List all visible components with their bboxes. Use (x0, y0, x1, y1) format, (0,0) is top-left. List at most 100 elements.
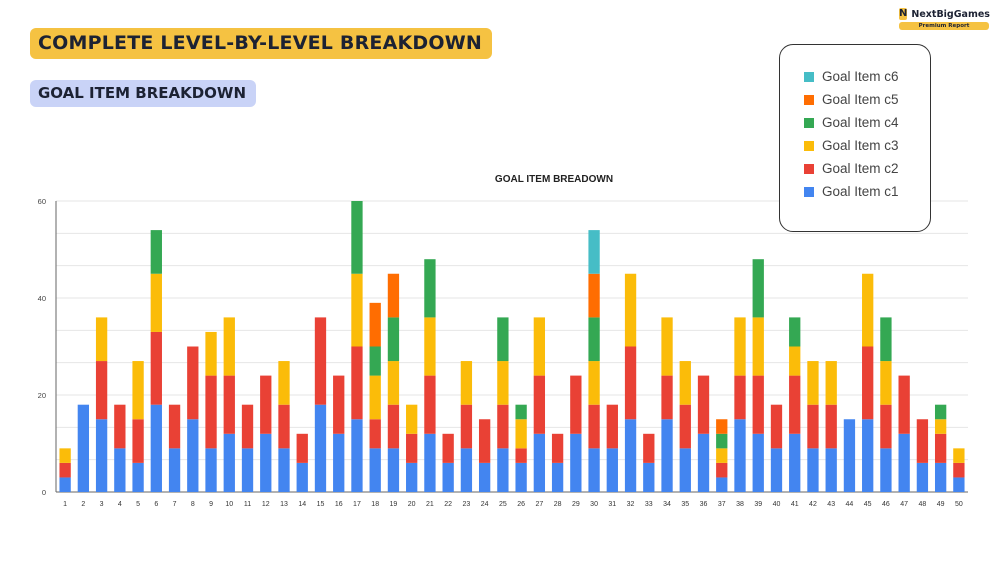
bar-segment-goal-item-c1 (734, 419, 746, 492)
legend-label: Goal Item c3 (822, 138, 899, 153)
bar-segment-goal-item-c4 (880, 317, 892, 362)
x-tick-label: 50 (955, 501, 963, 508)
x-tick-label: 20 (408, 501, 416, 508)
bar-segment-goal-item-c1 (770, 448, 783, 492)
bar-segment-goal-item-c4 (588, 317, 600, 362)
chart-title: GOAL ITEM BREADOWN (495, 174, 613, 185)
bar-segment-goal-item-c2 (187, 346, 199, 420)
bar-segment-goal-item-c2 (205, 375, 217, 449)
bar-segment-goal-item-c2 (241, 404, 254, 449)
x-tick-label: 14 (298, 501, 306, 508)
legend-swatch (804, 186, 814, 197)
bar-segment-goal-item-c2 (168, 404, 181, 449)
bar-segment-goal-item-c3 (807, 361, 819, 405)
bar-segment-goal-item-c3 (934, 419, 947, 434)
bar-segment-goal-item-c4 (934, 404, 947, 420)
bar-segment-goal-item-c3 (789, 346, 801, 376)
bar-segment-goal-item-c1 (369, 448, 381, 492)
bar-segment-goal-item-c3 (679, 361, 691, 405)
bar-segment-goal-item-c1 (241, 448, 254, 492)
bar-segment-goal-item-c2 (132, 419, 144, 463)
y-tick-label: 20 (38, 391, 46, 400)
bar-segment-goal-item-c1 (697, 433, 710, 492)
x-tick-label: 39 (754, 501, 762, 508)
bar-segment-goal-item-c1 (460, 448, 473, 492)
bar-segment-goal-item-c3 (351, 273, 363, 347)
x-tick-label: 42 (809, 501, 817, 508)
bar-segment-goal-item-c2 (697, 375, 710, 434)
bar-segment-goal-item-c1 (570, 433, 582, 492)
bar-segment-goal-item-c4 (716, 433, 728, 449)
bar-segment-goal-item-c4 (789, 317, 801, 347)
bar-segment-goal-item-c3 (825, 361, 837, 405)
brand-block: N NextBigGames Premium Report (899, 8, 990, 30)
x-tick-label: 25 (499, 501, 507, 508)
bar-segment-goal-item-c2 (588, 404, 600, 449)
bar-segment-goal-item-c3 (150, 273, 162, 332)
bar-segment-goal-item-c2 (369, 419, 381, 449)
x-tick-label: 15 (317, 501, 325, 508)
bar-segment-goal-item-c2 (442, 433, 454, 463)
brand-badge: Premium Report (899, 22, 989, 30)
bar-segment-goal-item-c1 (77, 404, 90, 492)
bar-segment-goal-item-c1 (661, 419, 673, 492)
x-tick-label: 7 (173, 501, 177, 508)
x-tick-label: 18 (371, 501, 379, 508)
bar-segment-goal-item-c3 (953, 448, 965, 463)
bar-segment-goal-item-c3 (95, 317, 108, 362)
x-tick-label: 1 (63, 501, 67, 508)
x-tick-label: 38 (736, 501, 744, 508)
bar-segment-goal-item-c2 (606, 404, 618, 449)
x-tick-label: 49 (937, 501, 945, 508)
legend-label: Goal Item c5 (822, 92, 899, 107)
bar-segment-goal-item-c1 (862, 419, 874, 492)
bar-segment-goal-item-c1 (387, 448, 400, 492)
bar-segment-goal-item-c3 (624, 273, 637, 347)
bar-segment-goal-item-c1 (424, 433, 436, 492)
bar-segment-goal-item-c2 (424, 375, 436, 434)
bar-segment-goal-item-c1 (643, 462, 655, 492)
x-tick-label: 13 (280, 501, 288, 508)
x-tick-label: 5 (136, 501, 140, 508)
x-tick-label: 31 (608, 501, 616, 508)
bar-segment-goal-item-c2 (533, 375, 546, 434)
bar-segment-goal-item-c1 (533, 433, 546, 492)
bar-segment-goal-item-c2 (150, 331, 162, 405)
bar-segment-goal-item-c1 (606, 448, 618, 492)
legend-swatch (804, 94, 814, 105)
bar-segment-goal-item-c2 (59, 462, 71, 478)
bar-segment-goal-item-c2 (260, 375, 272, 434)
x-tick-label: 3 (100, 501, 104, 508)
bar-segment-goal-item-c3 (460, 361, 473, 405)
bar-segment-goal-item-c2 (716, 462, 728, 478)
bar-segment-goal-item-c2 (916, 419, 929, 463)
bar-segment-goal-item-c2 (825, 404, 837, 449)
bar-segment-goal-item-c4 (369, 346, 381, 376)
bar-segment-goal-item-c2 (114, 404, 126, 449)
x-tick-label: 17 (353, 501, 361, 508)
bar-segment-goal-item-c4 (497, 317, 509, 362)
x-tick-label: 22 (444, 501, 452, 508)
legend-item: Goal Item c3 (780, 134, 930, 157)
bar-segment-goal-item-c1 (515, 462, 527, 492)
bar-segment-goal-item-c5 (588, 273, 600, 318)
bar-segment-goal-item-c3 (223, 317, 235, 376)
bar-segment-goal-item-c1 (807, 448, 819, 492)
bar-segment-goal-item-c1 (551, 462, 564, 492)
bar-segment-goal-item-c2 (351, 346, 363, 420)
bar-segment-goal-item-c1 (898, 433, 910, 492)
bar-segment-goal-item-c1 (624, 419, 637, 492)
bar-segment-goal-item-c3 (880, 361, 892, 405)
legend-label: Goal Item c2 (822, 161, 899, 176)
bar-segment-goal-item-c1 (59, 477, 71, 492)
bar-segment-goal-item-c2 (223, 375, 235, 434)
bar-segment-goal-item-c2 (862, 346, 874, 420)
x-tick-label: 45 (864, 501, 872, 508)
x-tick-label: 11 (244, 501, 251, 508)
legend-item: Goal Item c6 (780, 65, 930, 88)
bar-segment-goal-item-c3 (862, 273, 874, 347)
bar-segment-goal-item-c3 (424, 317, 436, 376)
x-tick-label: 19 (390, 501, 398, 508)
bar-segment-goal-item-c2 (807, 404, 819, 449)
bar-segment-goal-item-c2 (460, 404, 473, 449)
